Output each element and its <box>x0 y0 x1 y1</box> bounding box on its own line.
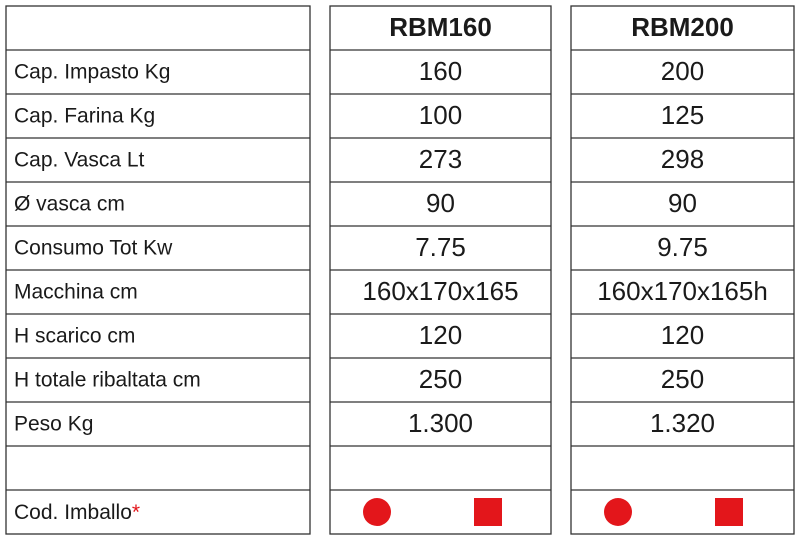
cell-value: 200 <box>661 56 704 86</box>
row-label: Cap. Farina Kg <box>14 105 155 128</box>
packing-circle <box>604 498 632 526</box>
cell-value: 125 <box>661 100 704 130</box>
cell-value: 7.75 <box>415 232 466 262</box>
row-label: H totale ribaltata cm <box>14 369 201 392</box>
cell-value: 120 <box>661 320 704 350</box>
row-label: Consumo Tot Kw <box>14 237 173 260</box>
packing-square <box>715 498 743 526</box>
cell-value: 90 <box>668 188 697 218</box>
cell-value: 120 <box>419 320 462 350</box>
cell-value: 250 <box>661 364 704 394</box>
cell-value: 90 <box>426 188 455 218</box>
packing-marker: * <box>132 501 140 524</box>
cell-value: 160 <box>419 56 462 86</box>
row-label: H scarico cm <box>14 325 135 348</box>
cell-value: 250 <box>419 364 462 394</box>
cell-value: 1.300 <box>408 408 473 438</box>
row-label: Ø vasca cm <box>14 193 125 216</box>
cell-value: 160x170x165h <box>597 276 768 306</box>
packing-square <box>474 498 502 526</box>
packing-circle <box>363 498 391 526</box>
row-label: Cap. Vasca Lt <box>14 149 145 172</box>
packing-label: Cod. Imballo <box>14 501 132 524</box>
cell-value: 9.75 <box>657 232 708 262</box>
column-header: RBM160 <box>389 12 492 42</box>
row-label: Macchina cm <box>14 281 138 304</box>
row-label: Peso Kg <box>14 413 93 436</box>
row-label: Cod. Imballo* <box>14 501 140 524</box>
cell-value: 273 <box>419 144 462 174</box>
row-label: Cap. Impasto Kg <box>14 61 170 84</box>
cell-value: 160x170x165 <box>362 276 518 306</box>
cell-value: 100 <box>419 100 462 130</box>
column-header: RBM200 <box>631 12 734 42</box>
cell-value: 298 <box>661 144 704 174</box>
cell-value: 1.320 <box>650 408 715 438</box>
